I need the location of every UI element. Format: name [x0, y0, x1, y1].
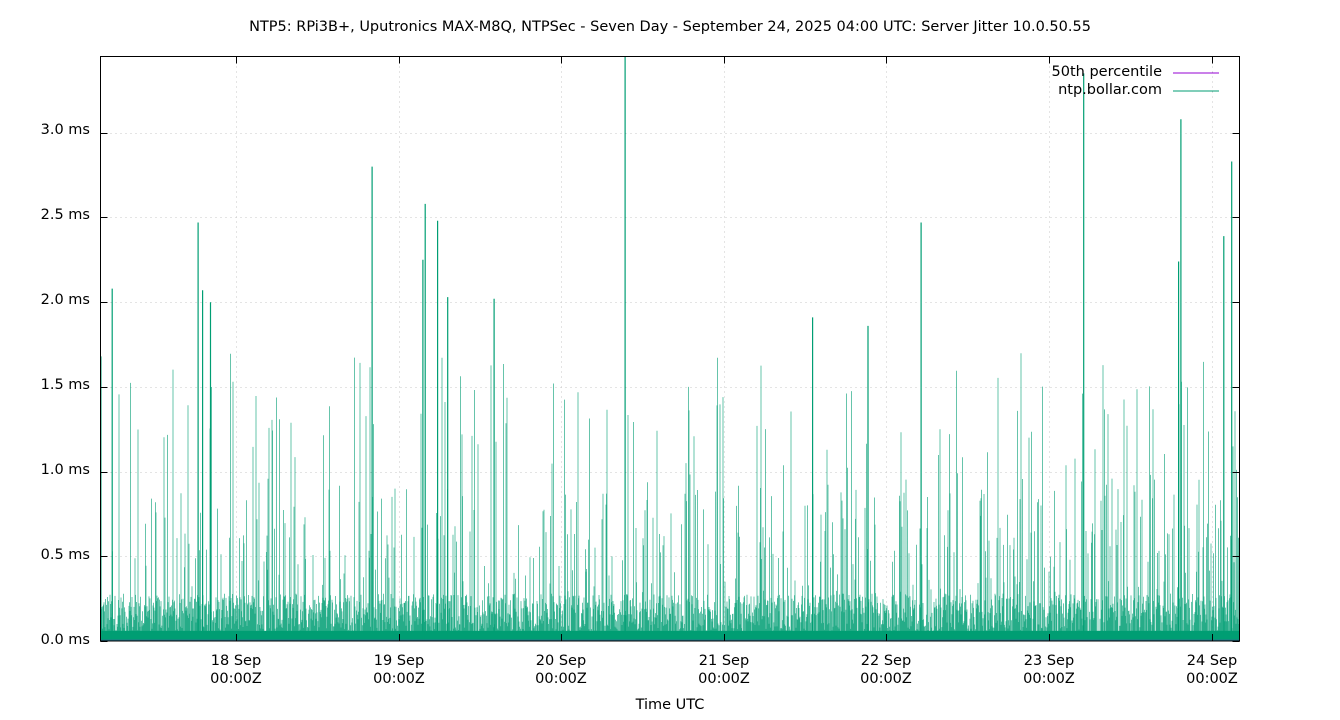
- plot-border: [100, 56, 1240, 642]
- ytick-label: 0.0 ms: [40, 632, 90, 648]
- xtick-label: 22 Sep 00:00Z: [860, 653, 912, 687]
- xtick-label: 19 Sep 00:00Z: [373, 653, 425, 687]
- series-ntp-bollar-com: [100, 56, 1240, 641]
- x-axis-label: Time UTC: [635, 697, 705, 713]
- xtick-label: 20 Sep 00:00Z: [535, 653, 587, 687]
- ytick-label: 1.5 ms: [40, 377, 90, 393]
- xtick-label: 24 Sep 00:00Z: [1186, 653, 1238, 687]
- ytick-label: 0.5 ms: [40, 547, 90, 563]
- ytick-label: 2.5 ms: [40, 207, 90, 223]
- xtick-label: 18 Sep 00:00Z: [210, 653, 262, 687]
- legend-label-50th-percentile: 50th percentile: [1051, 64, 1162, 80]
- ytick-label: 2.0 ms: [40, 292, 90, 308]
- ytick-label: 3.0 ms: [40, 122, 90, 138]
- legend-label-ntp-bollar-com: ntp.bollar.com: [1058, 82, 1162, 98]
- ytick-label: 1.0 ms: [40, 462, 90, 478]
- xtick-label: 21 Sep 00:00Z: [698, 653, 750, 687]
- axis-ticks: [100, 56, 1240, 642]
- grid-lines: [100, 56, 1240, 641]
- xtick-label: 23 Sep 00:00Z: [1023, 653, 1075, 687]
- chart-title: NTP5: RPi3B+, Uputronics MAX-M8Q, NTPSec…: [249, 19, 1091, 35]
